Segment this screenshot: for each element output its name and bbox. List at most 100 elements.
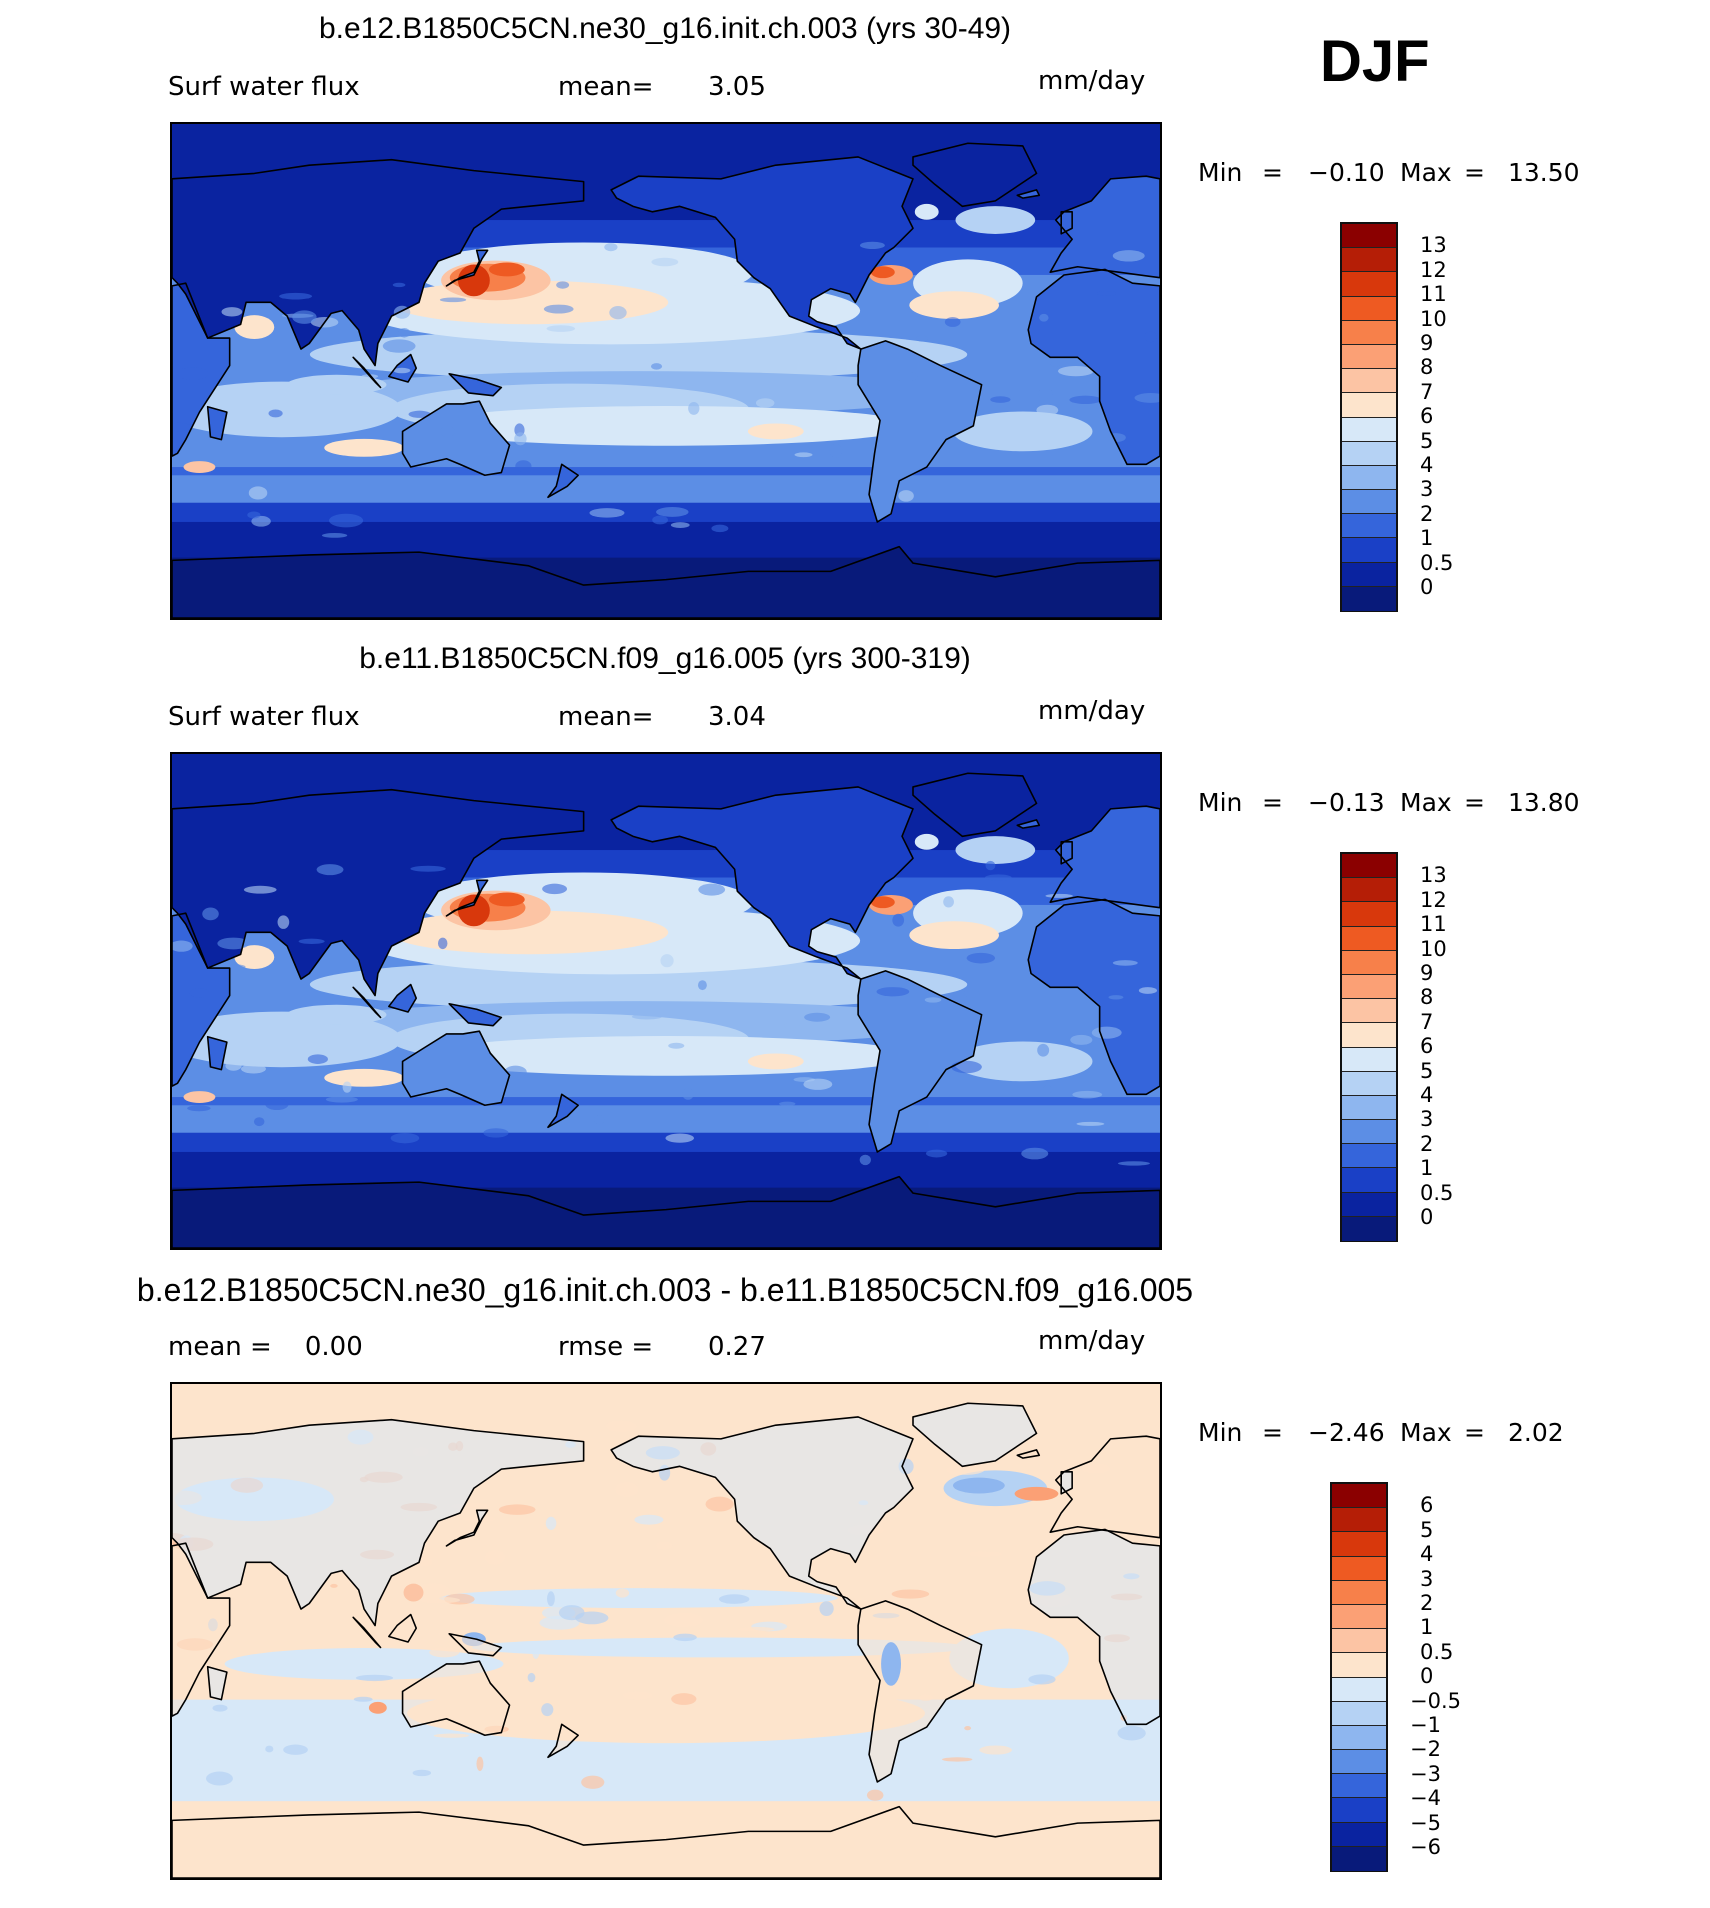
map-model-a — [170, 122, 1162, 620]
panel-title: b.e12.B1850C5CN.ne30_g16.init.ch.003 - b… — [136, 1272, 1194, 1308]
colorbar-swatch — [1332, 1653, 1386, 1678]
colorbar-swatch — [1342, 320, 1396, 345]
min-value: −2.46 — [1308, 1418, 1385, 1447]
min-label: Min — [1198, 1418, 1243, 1447]
colorbar-tick-label: 1 — [1420, 526, 1434, 551]
colorbar-swatch — [1332, 1798, 1386, 1823]
colorbar-tick-label: 6 — [1420, 1493, 1434, 1518]
colorbar-tick-label: 2 — [1420, 1131, 1434, 1156]
min-equals: = — [1262, 158, 1283, 187]
mean-value: 3.04 — [708, 702, 766, 732]
colorbar-tick-label: 0 — [1420, 575, 1434, 599]
colorbar-swatch — [1332, 1484, 1386, 1509]
colorbar-tick-label: 0.5 — [1420, 1180, 1454, 1205]
panel-meta: Surf water flux mean= 3.05 mm/day — [0, 66, 1145, 106]
colorbar-swatch — [1332, 1556, 1386, 1581]
rmse-label: rmse = — [558, 1332, 654, 1362]
colorbar-tick-label: 4 — [1420, 1542, 1434, 1567]
colorbar-swatch — [1342, 854, 1396, 879]
colorbar-swatch — [1342, 902, 1396, 927]
max-equals: = — [1464, 788, 1485, 817]
colorbar-swatch — [1342, 490, 1396, 515]
max-equals: = — [1464, 1418, 1485, 1447]
map-difference — [170, 1382, 1162, 1880]
colorbar-tick-label: 13 — [1420, 233, 1447, 258]
colorbar-tick-label: 7 — [1420, 379, 1434, 404]
colorbar-tick-label: 3 — [1420, 1566, 1434, 1591]
colorbar-swatch — [1342, 562, 1396, 587]
colorbar-swatches — [1340, 222, 1398, 613]
colorbar-tick-label: 0.5 — [1420, 550, 1454, 575]
colorbar-swatch — [1342, 1095, 1396, 1121]
panel-title: b.e11.B1850C5CN.f09_g16.005 (yrs 300-319… — [359, 642, 971, 675]
max-label: Max — [1400, 158, 1452, 187]
map-svg — [172, 124, 1160, 618]
max-label: Max — [1400, 788, 1452, 817]
colorbar-tick-label: 7 — [1420, 1009, 1434, 1034]
colorbar-tick-label: −1 — [1410, 1713, 1441, 1737]
mean-label: mean= — [558, 702, 654, 732]
colorbar-swatch — [1332, 1677, 1386, 1702]
colorbar-swatch — [1332, 1750, 1386, 1775]
colorbar-swatch — [1342, 224, 1396, 249]
colorbar-tick-label: 8 — [1420, 355, 1434, 380]
colorbar-swatch — [1342, 1047, 1396, 1072]
colorbar-tick-label: −2 — [1410, 1737, 1441, 1762]
colorbar-swatch — [1332, 1822, 1386, 1847]
colorbar-tick-label: 5 — [1420, 1517, 1434, 1542]
colorbar-tick-label: 0 — [1420, 1664, 1434, 1689]
colorbar-tick-label: 2 — [1420, 501, 1434, 526]
colorbar-swatch — [1332, 1508, 1386, 1533]
colorbar-swatch — [1342, 974, 1396, 1000]
panel-model-a: b.e12.B1850C5CN.ne30_g16.init.ch.003 (yr… — [0, 0, 1710, 630]
panel-title: b.e12.B1850C5CN.ne30_g16.init.ch.003 (yr… — [318, 12, 1012, 45]
colorbar-tick-label: 10 — [1420, 936, 1447, 961]
colorbar-swatches — [1340, 852, 1398, 1243]
colorbar-swatch — [1342, 878, 1396, 903]
colorbar-swatch — [1332, 1629, 1386, 1654]
season-label: DJF — [1320, 29, 1430, 94]
colorbar-swatch — [1332, 1774, 1386, 1799]
colorbar-tick-label: 1 — [1420, 1156, 1434, 1181]
colorbar-swatch — [1332, 1580, 1386, 1605]
map-svg — [172, 754, 1160, 1248]
colorbar-swatch — [1342, 417, 1396, 442]
min-label: Min — [1198, 788, 1243, 817]
colorbar-tick-label: −5 — [1410, 1810, 1441, 1835]
colorbar-tick-label: 6 — [1420, 1034, 1434, 1059]
colorbar-swatch — [1342, 950, 1396, 975]
min-value: −0.13 — [1308, 788, 1385, 817]
colorbar-tick-label: 4 — [1420, 1083, 1434, 1107]
colorbar-swatch — [1342, 369, 1396, 394]
max-label: Max — [1400, 1418, 1452, 1447]
colorbar-tick-label: 3 — [1420, 1107, 1434, 1132]
min-equals: = — [1262, 788, 1283, 817]
colorbar-tick-label: 2 — [1420, 1591, 1434, 1615]
units-label: mm/day — [1038, 66, 1146, 96]
colorbar-tick-label: 11 — [1420, 282, 1447, 307]
colorbar-swatch — [1342, 926, 1396, 951]
colorbar-tick-label: 4 — [1420, 453, 1434, 477]
colorbar-swatch — [1342, 441, 1396, 466]
colorbar-swatches — [1330, 1482, 1388, 1873]
colorbar-tick-label: 0 — [1420, 1205, 1434, 1229]
mean-value: 3.05 — [708, 72, 766, 102]
colorbar-swatch — [1332, 1846, 1386, 1871]
colorbar-swatch — [1332, 1725, 1386, 1751]
colorbar-tick-label: 5 — [1420, 1058, 1434, 1083]
colorbar-tick-label: 10 — [1420, 306, 1447, 331]
colorbar-tick-label: 3 — [1420, 477, 1434, 502]
colorbar-tick-label: 12 — [1420, 887, 1447, 912]
colorbar-swatch — [1342, 1120, 1396, 1145]
min-label: Min — [1198, 158, 1243, 187]
colorbar-swatch — [1342, 999, 1396, 1024]
colorbar-tick-label: 5 — [1420, 428, 1434, 453]
mean-readout: mean = 0.00 — [168, 1332, 363, 1362]
colorbar-tick-label: −6 — [1410, 1835, 1441, 1859]
colorbar-swatch — [1332, 1604, 1386, 1630]
colorbar-tick-label: 12 — [1420, 257, 1447, 282]
colorbar-tick-label: 11 — [1420, 912, 1447, 937]
field-name: Surf water flux — [168, 72, 360, 102]
colorbar-swatch — [1342, 465, 1396, 491]
